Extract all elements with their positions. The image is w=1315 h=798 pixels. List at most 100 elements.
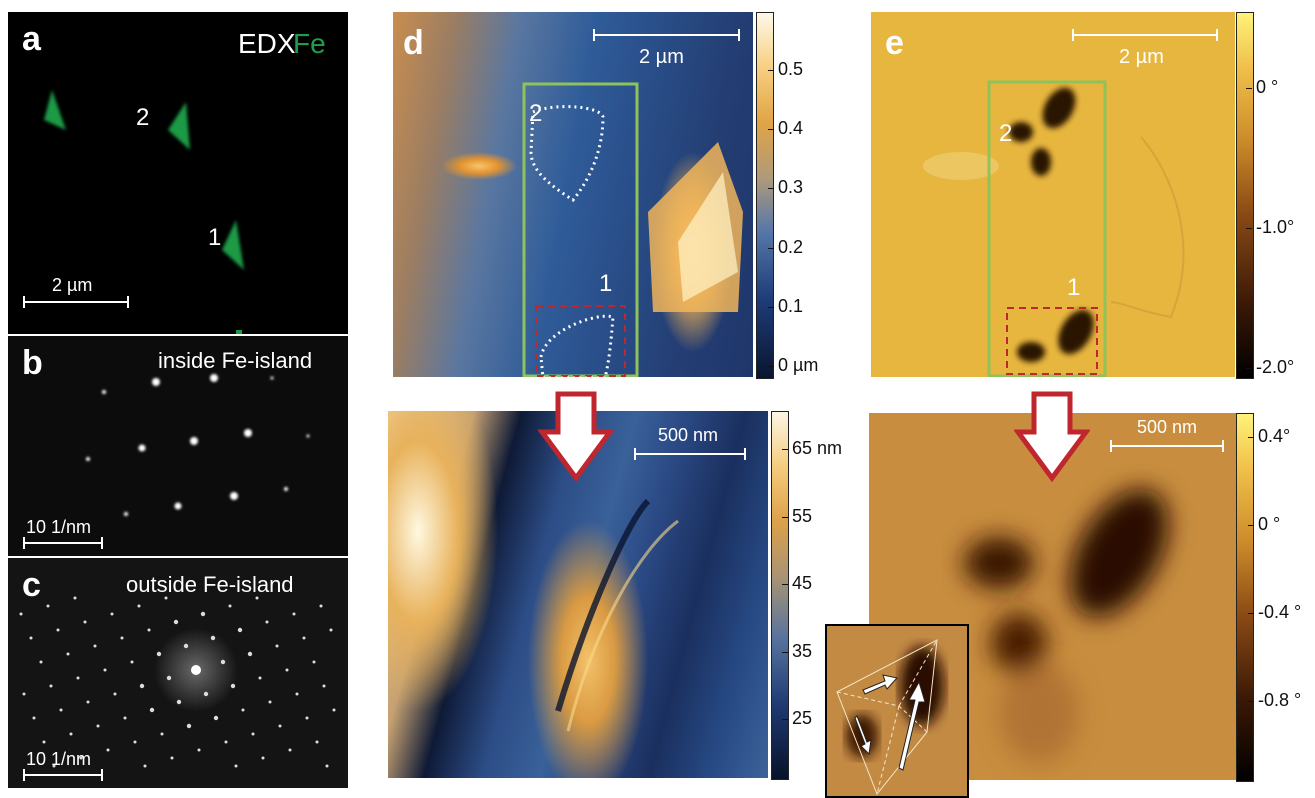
zoomed-island-ridge xyxy=(555,498,679,732)
diffraction-spot xyxy=(234,764,238,768)
fe-island-shape xyxy=(222,220,244,270)
domain-wall xyxy=(898,639,938,707)
colorbar-e-bottom-tick-mark xyxy=(1248,701,1254,702)
diffraction-spot xyxy=(173,619,179,625)
diffraction-spot xyxy=(46,604,50,608)
scalebar-a xyxy=(23,296,129,308)
diffraction-spot xyxy=(270,376,274,380)
diffraction-spot xyxy=(73,596,77,600)
magnetization-arrows xyxy=(836,639,944,795)
green-selection-box xyxy=(522,82,639,377)
diffraction-spot xyxy=(228,604,232,608)
diffraction-pattern-outside xyxy=(19,596,336,768)
diffraction-spot-grid xyxy=(19,596,336,768)
diffraction-spot xyxy=(22,692,26,696)
diffraction-spot xyxy=(86,457,90,461)
red-dashed-box xyxy=(1006,307,1098,375)
diffraction-spot xyxy=(322,684,326,688)
panel-c-title: outside Fe-island xyxy=(126,572,294,597)
diffraction-spot xyxy=(213,715,219,721)
phase-dark-region xyxy=(1042,87,1076,129)
colorbar-d-bottom-tick-label: 55 xyxy=(792,505,813,526)
diffraction-spot xyxy=(86,700,90,704)
diffraction-spot xyxy=(120,636,124,640)
diffraction-spot xyxy=(32,716,36,720)
colorbar-d-top-tick-mark xyxy=(768,306,774,308)
diffraction-spot xyxy=(241,708,245,712)
scalebar-d-bottom-text: 500 nm xyxy=(658,425,719,445)
diffraction-spot xyxy=(258,676,262,680)
colorbar-d-top-tick-label: 0.1 xyxy=(778,295,804,316)
fe-island-shape xyxy=(44,90,66,130)
scalebar-e-top-text: 2 µm xyxy=(1119,46,1164,68)
diffraction-spot xyxy=(230,492,238,500)
panel-b-letter: b xyxy=(22,344,43,382)
colorbar-e-top xyxy=(1236,12,1254,379)
diffraction-spot xyxy=(288,748,292,752)
colorbar-d-top-tick-mark xyxy=(768,366,774,367)
magnetization-inset xyxy=(825,624,969,798)
diffraction-spot xyxy=(203,691,209,697)
diffraction-spot xyxy=(152,378,160,386)
diffraction-spot xyxy=(284,487,288,491)
diffraction-spot xyxy=(156,651,162,657)
diffraction-spot xyxy=(110,612,114,616)
diffraction-spot xyxy=(96,724,100,728)
island-label-2: 2 xyxy=(999,120,1013,147)
diffraction-spot xyxy=(103,668,107,672)
diffraction-spot xyxy=(124,512,128,516)
scalebar-d-top xyxy=(593,29,740,41)
diffraction-spot xyxy=(149,707,155,713)
faint-island xyxy=(923,152,999,180)
diffraction-spot xyxy=(224,740,228,744)
diffraction-spot xyxy=(244,429,252,437)
island-label-1: 1 xyxy=(599,270,613,297)
diffraction-spot xyxy=(49,684,53,688)
diffraction-spot xyxy=(302,636,306,640)
colorbar-d-bottom-tick-mark xyxy=(782,651,788,653)
island-label-2: 2 xyxy=(529,100,543,127)
diffraction-spot xyxy=(166,675,172,681)
diffraction-pattern-inside xyxy=(86,374,310,516)
diffraction-spot xyxy=(210,374,218,382)
zoom-arrow-e xyxy=(1014,391,1090,482)
diffraction-spot xyxy=(164,596,168,600)
diffraction-spot xyxy=(183,643,189,649)
diffraction-spot xyxy=(200,611,206,617)
green-selection-box xyxy=(987,80,1107,377)
diffraction-spot xyxy=(42,740,46,744)
colorbar-d-bottom-tick-mark xyxy=(782,516,788,518)
diffraction-spot xyxy=(255,596,259,600)
fe-island-shape xyxy=(236,330,242,334)
diffraction-spot xyxy=(197,748,201,752)
panel-b: b inside Fe-island 10 1/nm xyxy=(8,336,348,556)
colorbar-e-top-tick-mark xyxy=(1246,228,1252,229)
colorbar-e-top-tick-label: 0 ° xyxy=(1256,77,1279,97)
magnetization-arrow xyxy=(862,674,898,695)
diffraction-spot xyxy=(93,644,97,648)
colorbar-d-top-tick-label: 0.3 xyxy=(778,177,804,198)
colorbar-e-bottom xyxy=(1236,413,1254,782)
colorbar-e-top-tick-label: -2.0° xyxy=(1256,357,1295,377)
diffraction-spot xyxy=(29,636,33,640)
diffraction-spot xyxy=(138,444,146,452)
panel-e-letter: e xyxy=(885,24,904,62)
colorbar-e-bottom-tick-mark xyxy=(1248,613,1254,614)
diffraction-spot xyxy=(39,660,43,664)
edx-fe-map xyxy=(44,90,244,334)
diffraction-spot xyxy=(176,699,182,705)
colorbar-d-top xyxy=(756,12,774,379)
diffraction-spot xyxy=(275,644,279,648)
diffraction-spot xyxy=(230,683,236,689)
scalebar-d-top-text: 2 µm xyxy=(639,46,684,68)
phase-dark-region xyxy=(1058,309,1094,355)
diffraction-spot xyxy=(133,740,137,744)
diffraction-spot xyxy=(247,651,253,657)
fe-element-label: Fe xyxy=(293,28,326,59)
scalebar-c-text: 10 1/nm xyxy=(26,749,92,769)
red-dashed-box xyxy=(535,305,626,377)
phase-dark-region xyxy=(1009,122,1033,142)
faint-island-large xyxy=(1110,136,1185,319)
diffraction-spot xyxy=(102,390,106,394)
colorbar-d-bottom xyxy=(771,411,789,780)
